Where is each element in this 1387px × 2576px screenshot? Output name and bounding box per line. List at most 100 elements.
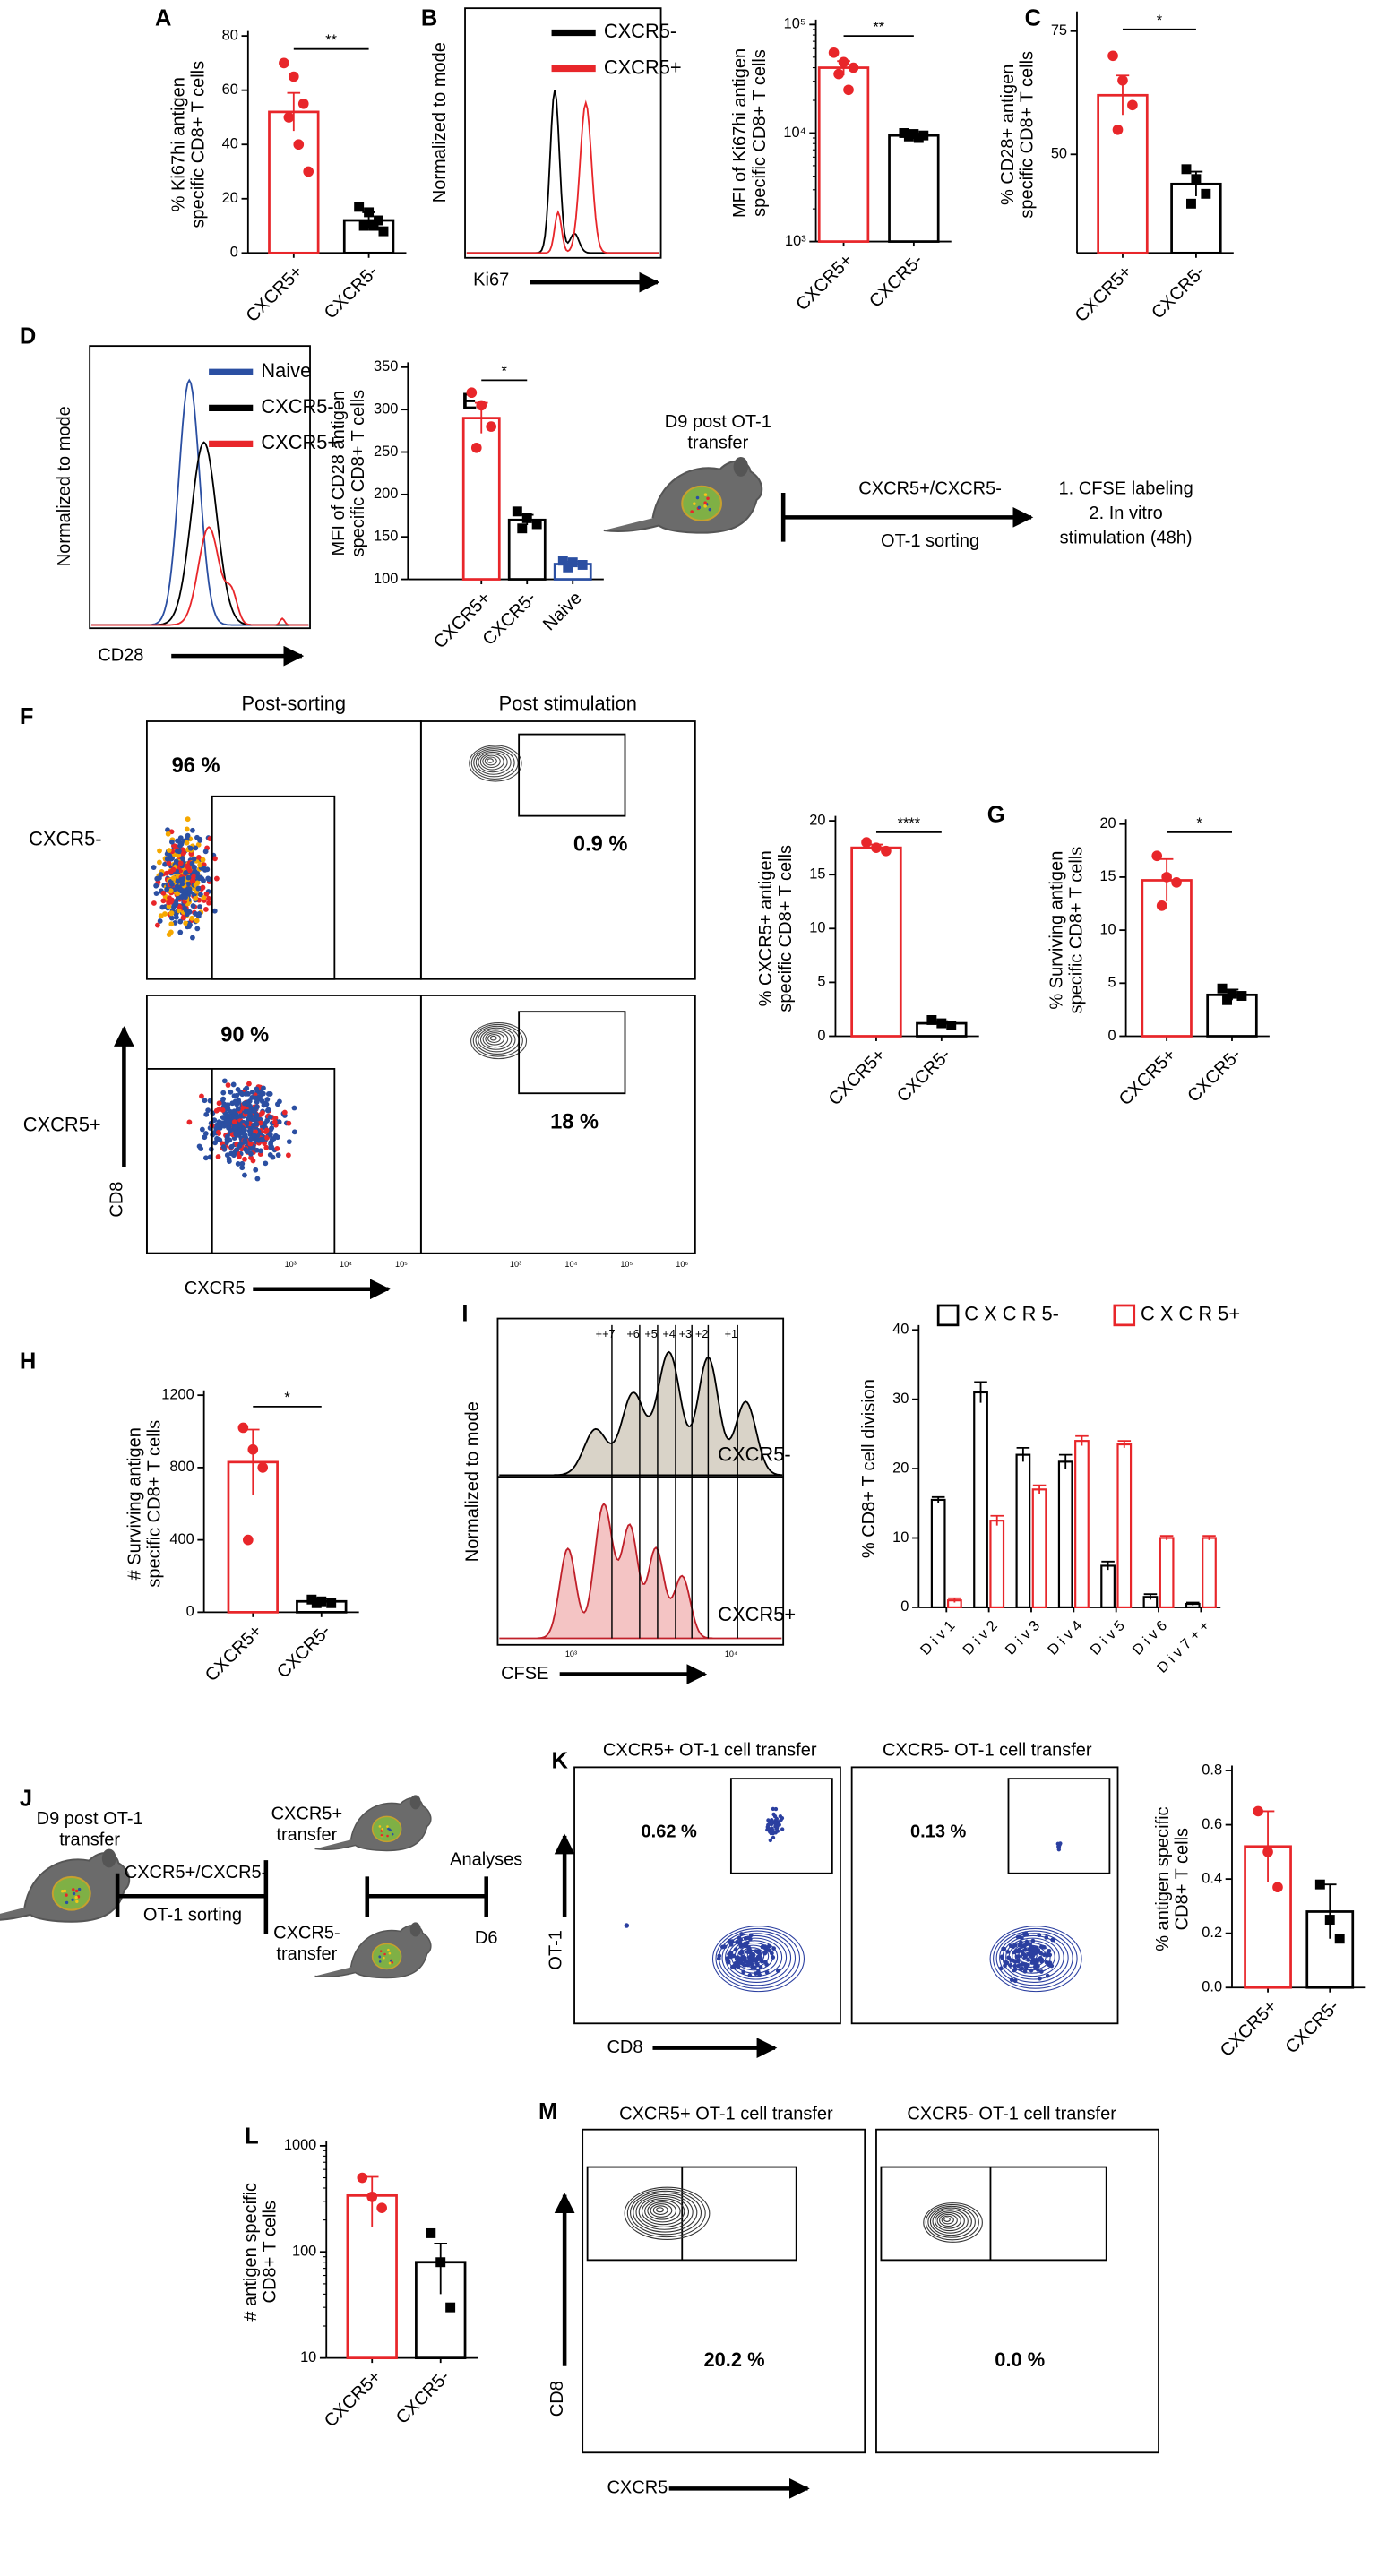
event-dot [202,1098,208,1104]
event-dot [265,1107,271,1113]
contour [469,745,522,782]
event-dot [274,1146,280,1151]
y-tick-label: 150 [374,529,398,545]
mouse-ear [409,1795,421,1810]
event-dot [221,1123,228,1129]
mouse-icon [314,1922,432,1979]
data-point [1112,124,1124,135]
data-point [1217,983,1228,994]
data-point [279,57,289,69]
event-dot [769,1831,773,1836]
event-dot [184,840,190,846]
y-tick-label: 0 [1108,1028,1116,1044]
event-dot [193,845,199,851]
event-dot [212,856,218,862]
column-title: Post-sorting [242,693,347,715]
contour [478,1027,516,1053]
event-dot [1015,1958,1021,1963]
flow-contour [650,2203,673,2218]
data-point [426,2227,436,2238]
histogram-frame [496,1317,785,1646]
event-dot [170,875,177,881]
event-dot [190,827,195,833]
data-point [926,1014,937,1025]
data-point [1161,872,1172,883]
y-axis-label: CD8 [107,1182,126,1218]
significance: **** [898,815,921,831]
event-dot [1024,1932,1029,1937]
data-point [435,2257,446,2268]
event-dot [1014,1949,1019,1953]
mouse-cell [378,1960,382,1963]
event-dot [235,1087,241,1092]
panel-letter: H [20,1348,36,1374]
event-dot [206,876,212,883]
mouse-cell [72,1891,76,1896]
y-tick-label: 10 [892,1529,909,1546]
event-dot [731,1965,737,1969]
y-tick-label: 100 [374,571,398,587]
event-dot [207,836,213,841]
event-dot [1022,1947,1028,1952]
gate-percent: 0.0 % [995,2348,1045,2371]
x-axis-label: CXCR5 [607,2478,668,2498]
legend-label: C X C R 5- [964,1303,1059,1325]
event-dot [766,1943,771,1949]
y-axis-label: specific CD8+ T cells [188,61,208,228]
y-tick-label: 800 [169,1459,194,1475]
gate-percent: 0.9 % [573,833,628,857]
event-dot [201,895,207,900]
event-dot [244,1120,250,1126]
y-axis-label: MFI of Ki67hi antigen [730,48,750,218]
event-dot [1038,1969,1044,1974]
data-point [354,202,365,212]
event-dot [177,887,184,893]
event-dot [228,1143,235,1150]
error-bar [1202,1535,1216,1540]
data-point [283,112,295,123]
gate [211,795,336,980]
data-point [297,98,309,109]
data-point [833,68,844,80]
flow-contour [941,2215,954,2225]
error-bar [1032,1484,1047,1494]
event-dot [205,1107,211,1114]
event-dot [249,1089,255,1095]
data-point [237,1422,249,1434]
event-dot [202,849,209,855]
panel-title: CXCR5+ OT-1 cell transfer [619,2105,833,2124]
event-dot [168,888,174,894]
event-dot [741,1969,746,1975]
mouse-cell [697,505,702,510]
event-dot [206,900,211,906]
row-title: CXCR5- [29,828,101,850]
event-dot [185,874,192,881]
flow-tick-label: 10³ [510,1260,521,1269]
contour [479,753,504,771]
event-dot [244,1085,250,1091]
bar [989,1520,1005,1608]
panel-title: CXCR5- OT-1 cell transfer [907,2105,1116,2124]
event-dot [270,1154,276,1160]
y-axis-label: OT-1 [546,1930,565,1969]
mouse-cell [386,1834,389,1838]
data-point [517,523,528,534]
event-dot [286,1120,292,1126]
data-point [376,2202,387,2213]
event-dot [154,922,160,928]
event-dot [211,1117,218,1124]
y-tick-label: 0.0 [1202,1979,1222,1995]
mouse-cell [74,1889,79,1893]
event-dot [246,1116,252,1122]
event-dot [183,870,189,876]
significance: * [284,1390,290,1406]
event-dot [185,816,191,823]
event-dot [221,1078,228,1084]
flow-contour [652,2205,668,2216]
event-dot [179,856,185,861]
event-dot [739,1957,744,1962]
event-dot [156,859,162,866]
gate [518,1011,626,1095]
data-point [445,2302,456,2313]
y-tick-label: 100 [292,2244,316,2260]
